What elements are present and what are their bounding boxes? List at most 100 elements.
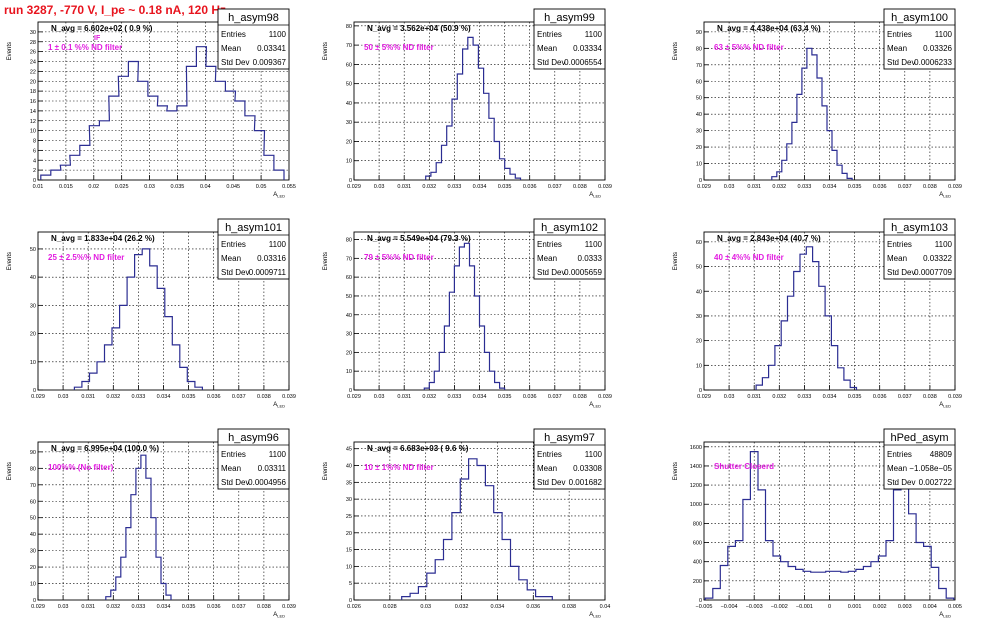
chart-panel-h_asym101: 0.029 0.03 0.031 0.032 0.033 0.034 0.035 0.036 0… [7,218,296,409]
x-tick-label: 0.03 [724,184,735,190]
x-tick-label: 0.035 [171,184,185,190]
annotation-filter: 79 ± 5%% ND filter [364,253,434,262]
histogram-name: h_asym103 [891,222,948,234]
stats-label-mean: Mean [221,44,241,53]
annotation-filter: 100%% (No filter) [48,463,114,472]
y-tick-label: 30 [696,129,702,135]
annotation-navg: N_avg = 1.833e+04 (26.2 %) [51,234,155,243]
plot-frame [353,231,606,391]
x-tick-label: 0.036 [207,394,221,400]
x-axis-label: ALED [939,402,951,409]
y-axis-label: Events [323,462,329,480]
x-tick-label: −0.004 [721,604,738,610]
y-tick-label: 1400 [690,464,702,470]
stats-label-std: Std Dev [887,58,915,67]
x-tick-label: 0.038 [257,604,271,610]
x-tick-label: 0.045 [226,184,240,190]
y-tick-label: 24 [30,60,36,66]
stats-value-entries: 1100 [269,450,287,459]
y-tick-label: 1200 [690,483,702,489]
chart-panel-h_asym103: 0.029 0.03 0.031 0.032 0.033 0.034 0.035 0.036 0… [673,218,962,409]
histogram-series [105,454,172,600]
y-tick-label: 10 [30,129,36,135]
y-tick-label: 70 [346,256,352,262]
chart-panel-h_asym100: 0.029 0.03 0.031 0.032 0.033 0.034 0.035 0.036 0… [673,8,962,199]
y-tick-label: 40 [30,275,36,281]
y-tick-label: 10 [696,162,702,168]
page-title: run 3287, -770 V, I_pe ~ 0.18 nA, 120 Hz [4,3,227,17]
y-axis-label: Events [673,252,679,270]
chart-panel-h_asym102: 0.029 0.03 0.031 0.032 0.033 0.034 0.035 0.036 0… [323,218,612,409]
stats-label-mean: Mean [887,254,907,263]
x-tick-label: 0.031 [81,394,95,400]
x-tick-label: 0.034 [491,604,505,610]
x-tick-label: 0.003 [898,604,912,610]
chart-panel-hPed_asym: −0.005 −0.004 −0.003 −0.002 −0.001 0 0.001 0.00… [673,428,962,619]
y-tick-label: 50 [696,265,702,271]
y-tick-label: 40 [696,112,702,118]
y-tick-label: 28 [30,40,36,46]
y-tick-label: 0 [349,388,352,394]
y-tick-label: 50 [346,82,352,88]
y-tick-label: 22 [30,69,36,75]
y-tick-label: 1600 [690,445,702,451]
x-tick-label: 0.037 [898,394,912,400]
y-tick-label: 4 [33,158,36,164]
y-tick-label: 30 [346,332,352,338]
x-tick-label: 0.036 [526,604,540,610]
histogram-name: hPed_asym [890,432,948,444]
x-axis-label: ALED [589,192,601,199]
y-tick-label: 15 [346,548,352,554]
y-tick-label: 50 [346,294,352,300]
y-tick-label: 40 [696,289,702,295]
y-tick-label: 50 [696,96,702,102]
chart-panel-h_asym98: 0.01 0.015 0.02 0.025 0.03 0.035 0.04 0.045 0.05… [7,8,296,199]
y-tick-label: 80 [696,46,702,52]
y-tick-label: 20 [696,145,702,151]
x-tick-label: 0.029 [31,604,45,610]
plot-frame [353,21,606,181]
stats-value-mean: −1.058e−05 [909,464,952,473]
histogram-name: h_asym102 [541,222,598,234]
x-tick-label: 0.03 [420,604,431,610]
x-tick-label: 0 [828,604,831,610]
y-tick-label: 60 [30,499,36,505]
annotation-navg: N_avg = 6.683e+03 ( 9.6 %) [367,444,469,453]
x-tick-label: 0.032 [106,394,120,400]
x-tick-label: 0.029 [31,394,45,400]
x-tick-label: 0.04 [600,604,611,610]
x-tick-label: 0.055 [282,184,296,190]
x-axis-label: ALED [589,402,601,409]
plot-frame [37,21,290,181]
stats-label-mean: Mean [887,464,907,473]
plot-frame [37,441,290,601]
x-tick-label: 0.036 [873,184,887,190]
y-tick-label: 10 [346,369,352,375]
stats-box [217,218,290,280]
y-tick-label: 800 [693,521,702,527]
y-tick-label: 20 [30,332,36,338]
x-axis-label: ALED [939,612,951,619]
y-tick-label: 70 [346,43,352,49]
x-tick-label: 0.032 [772,184,786,190]
x-tick-label: 0.01 [33,184,44,190]
annotation-filter: 1 ± 0.1 %% ND filter [48,43,122,52]
y-tick-label: 60 [696,79,702,85]
x-axis-label: ALED [273,612,285,619]
stats-label-mean: Mean [221,254,241,263]
y-tick-label: 50 [30,516,36,522]
chart-panel-h_asym97: 0.026 0.028 0.03 0.032 0.034 0.036 0.038 0.04 0 5… [323,428,611,619]
histogram-series [425,36,522,180]
stats-label-std: Std Dev [537,268,565,277]
y-tick-label: 40 [30,532,36,538]
y-tick-label: 20 [346,531,352,537]
histogram-series [771,47,853,180]
stats-value-entries: 1100 [585,240,603,249]
y-tick-label: 200 [693,579,702,585]
y-tick-label: 20 [696,339,702,345]
histogram-series [423,242,506,390]
x-tick-label: 0.034 [823,184,837,190]
stats-label-mean: Mean [887,44,907,53]
x-tick-label: 0.036 [523,184,537,190]
histogram-series [40,46,285,180]
